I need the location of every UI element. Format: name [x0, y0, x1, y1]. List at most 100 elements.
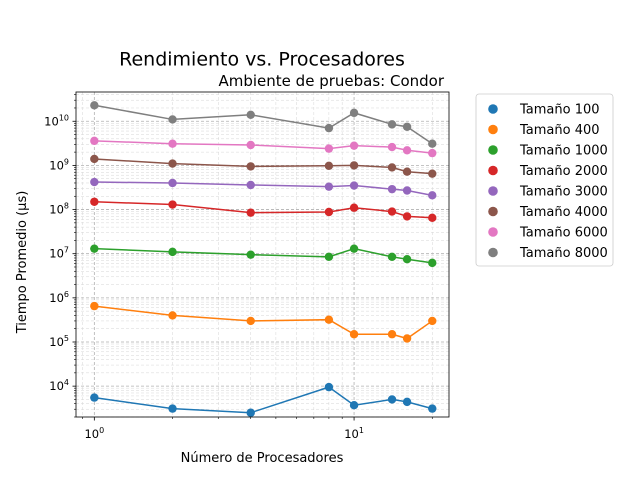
data-point: [402, 334, 412, 343]
data-point: [90, 177, 99, 187]
legend-label: Tamaño 400: [519, 123, 600, 138]
data-point: [349, 108, 359, 118]
data-point: [324, 315, 334, 324]
tick-label-exponent: 7: [64, 246, 69, 255]
y-tick-label: 1010: [44, 113, 69, 128]
data-point: [246, 208, 255, 217]
data-point: [428, 169, 437, 178]
legend-label: Tamaño 2000: [519, 164, 608, 179]
legend-label: Tamaño 4000: [519, 205, 608, 220]
data-point: [90, 136, 99, 146]
data-point: [428, 316, 437, 326]
data-point: [349, 330, 359, 339]
data-point: [90, 197, 99, 206]
series-layer: [90, 101, 437, 417]
data-point: [428, 213, 437, 223]
series-6: [90, 154, 437, 178]
data-point: [324, 123, 334, 133]
data-point: [168, 139, 177, 148]
data-point: [387, 163, 397, 172]
tick-label-base: 10: [344, 427, 359, 441]
y-tick-label: 104: [49, 378, 69, 393]
legend-marker: [488, 124, 498, 135]
tick-label-exponent: 6: [64, 290, 69, 299]
tick-label-base: 10: [44, 114, 59, 128]
data-point: [246, 180, 255, 190]
chart-title: Rendimiento vs. Procesadores: [119, 49, 405, 71]
x-tick-label: 100: [84, 426, 104, 441]
y-axis-label: Tiempo Promedio (µs): [15, 191, 30, 335]
data-point: [246, 110, 255, 120]
data-point: [387, 252, 397, 262]
legend-marker: [488, 104, 498, 114]
data-point: [168, 178, 177, 188]
legend-marker: [488, 227, 498, 237]
legend-box: [475, 93, 614, 267]
data-point: [246, 408, 255, 417]
data-point: [90, 154, 99, 164]
tick-label-exponent: 0: [99, 426, 104, 435]
data-point: [324, 161, 334, 170]
legend-marker: [488, 206, 498, 217]
data-point: [324, 144, 334, 153]
y-tick-label: 107: [49, 246, 69, 261]
data-point: [324, 382, 334, 392]
tick-label-base: 10: [49, 335, 64, 349]
data-point: [246, 162, 255, 171]
plot-frame: [75, 91, 450, 418]
legend-label: Tamaño 100: [519, 103, 600, 118]
data-point: [349, 141, 359, 150]
legend-label: Tamaño 8000: [519, 246, 608, 261]
data-point: [428, 191, 437, 200]
data-point: [246, 316, 255, 326]
data-point: [402, 255, 412, 264]
tick-label-exponent: 9: [64, 157, 69, 166]
data-point: [387, 395, 397, 404]
data-point: [402, 212, 412, 221]
tick-label-base: 10: [49, 203, 64, 217]
data-point: [324, 252, 334, 262]
x-axis-label: Número de Procesadores: [181, 451, 344, 466]
data-point: [246, 140, 255, 150]
series-7: [90, 136, 437, 158]
legend-marker: [488, 186, 498, 196]
data-point: [387, 142, 397, 152]
data-point: [324, 182, 334, 191]
tick-label-base: 10: [84, 427, 99, 441]
data-point: [349, 161, 359, 170]
y-tick-label: 108: [49, 202, 69, 217]
series-3: [90, 244, 437, 268]
data-point: [402, 122, 412, 131]
data-point: [90, 101, 99, 110]
data-point: [387, 207, 397, 216]
y-tick-label: 109: [49, 157, 69, 172]
tick-label-base: 10: [49, 291, 64, 305]
series-5: [90, 177, 437, 200]
data-point: [90, 244, 99, 253]
data-point: [428, 148, 437, 158]
legend-marker: [488, 145, 498, 155]
tick-label-exponent: 8: [64, 202, 69, 211]
data-point: [428, 404, 437, 413]
data-point: [168, 200, 177, 209]
series-1: [90, 382, 437, 417]
legend-marker: [488, 165, 498, 176]
data-point: [387, 120, 397, 129]
data-point: [168, 115, 177, 124]
data-point: [349, 401, 359, 410]
data-point: [387, 184, 397, 194]
data-point: [402, 397, 412, 407]
x-tick-label: 101: [344, 426, 364, 441]
tick-label-exponent: 1: [359, 426, 364, 435]
series-4: [90, 197, 437, 223]
y-tick-label: 106: [49, 290, 69, 305]
data-point: [402, 167, 412, 176]
series-2: [90, 301, 437, 343]
data-point: [349, 181, 359, 190]
data-point: [168, 404, 177, 413]
series-8: [90, 101, 437, 148]
data-point: [349, 244, 359, 253]
data-point: [246, 250, 255, 259]
